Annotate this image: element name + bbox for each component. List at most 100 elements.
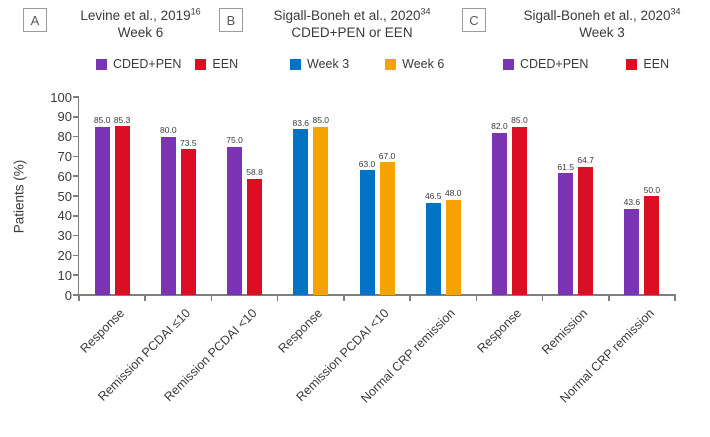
bar bbox=[94, 126, 110, 295]
y-tick bbox=[73, 116, 78, 118]
legend-label: EEN bbox=[643, 57, 670, 71]
x-tick bbox=[674, 295, 676, 301]
y-tick bbox=[73, 234, 78, 237]
x-tick bbox=[343, 295, 345, 301]
y-tick-label: 100 bbox=[50, 89, 72, 105]
bar bbox=[359, 170, 375, 295]
legend-label: Week 6 bbox=[402, 57, 445, 71]
bar-value-label: 43.6 bbox=[623, 197, 641, 208]
bar bbox=[160, 136, 176, 295]
y-tick-label: 50 bbox=[57, 188, 72, 204]
panel-subtitle: CDED+PEN or EEN bbox=[291, 25, 413, 40]
bar-value-label: 80.0 bbox=[160, 125, 177, 136]
y-axis bbox=[77, 96, 80, 296]
bar-value-label: 85.0 bbox=[511, 115, 528, 126]
legend-label: Week 3 bbox=[307, 57, 350, 71]
y-tick bbox=[73, 254, 78, 257]
bar bbox=[313, 126, 329, 295]
panel-title: Sigall-Boneh et al., 202034 CDED+PEN or E… bbox=[247, 7, 457, 41]
panel-title-line1: Sigall-Boneh et al., 202034 bbox=[523, 6, 681, 23]
panel-legend: Week 3 Week 6 bbox=[290, 57, 444, 71]
panel-title: Sigall-Boneh et al., 202034 Week 3 bbox=[502, 7, 702, 41]
bar-value-label: 63.0 bbox=[358, 158, 376, 169]
legend-item: EEN bbox=[626, 57, 669, 71]
y-tick bbox=[73, 135, 78, 138]
citation-superscript: 34 bbox=[670, 6, 681, 17]
y-tick bbox=[73, 274, 78, 276]
y-tick bbox=[73, 155, 78, 158]
bar bbox=[425, 202, 441, 295]
panel-letter-box: B bbox=[219, 8, 243, 32]
x-tick bbox=[409, 295, 411, 301]
bar bbox=[379, 162, 395, 295]
legend-label: CDED+PEN bbox=[520, 57, 589, 71]
legend-item: CDED+PEN bbox=[96, 57, 181, 71]
legend-swatch bbox=[96, 58, 107, 70]
y-tick-label: 30 bbox=[57, 228, 72, 244]
bar-value-label: 85.0 bbox=[93, 115, 111, 126]
legend-label: CDED+PEN bbox=[113, 57, 182, 71]
legend-item: CDED+PEN bbox=[503, 57, 588, 71]
x-tick bbox=[475, 295, 478, 301]
legend-item: EEN bbox=[195, 57, 238, 71]
legend-swatch bbox=[626, 58, 638, 70]
bar bbox=[491, 132, 507, 295]
y-tick-label: 90 bbox=[57, 109, 72, 125]
x-axis bbox=[77, 294, 676, 296]
bar bbox=[624, 208, 640, 295]
y-tick-label: 10 bbox=[57, 267, 72, 283]
panel-subtitle: Week 6 bbox=[117, 25, 164, 40]
bar bbox=[227, 146, 243, 295]
panel-letter-box: A bbox=[23, 8, 47, 32]
panel-letter-box: C bbox=[462, 8, 486, 32]
y-tick-label: 20 bbox=[57, 247, 72, 263]
y-tick bbox=[73, 294, 78, 296]
bar bbox=[247, 178, 263, 295]
panel-title: Levine et al., 201916 Week 6 bbox=[48, 7, 233, 41]
x-tick bbox=[144, 295, 147, 301]
bar-value-label: 83.6 bbox=[292, 117, 310, 128]
legend-item: Week 6 bbox=[385, 57, 444, 71]
x-category-label: Response bbox=[474, 306, 525, 356]
x-category-label: Remission bbox=[539, 306, 591, 358]
bar-value-label: 82.0 bbox=[491, 121, 508, 132]
bar bbox=[644, 196, 660, 295]
legend-item: Week 3 bbox=[290, 57, 349, 71]
y-axis-title: Patients (%) bbox=[11, 159, 27, 234]
bar-value-label: 85.3 bbox=[113, 114, 131, 125]
y-tick-label: 60 bbox=[57, 168, 72, 184]
bar-value-label: 64.7 bbox=[577, 155, 594, 166]
y-tick bbox=[73, 195, 78, 197]
y-tick-label: 40 bbox=[57, 208, 72, 224]
bar-value-label: 61.5 bbox=[557, 161, 574, 172]
legend-swatch bbox=[385, 58, 397, 70]
y-tick-label: 70 bbox=[57, 148, 72, 164]
bar bbox=[558, 173, 574, 295]
y-tick bbox=[73, 175, 78, 177]
x-category-label: Response bbox=[77, 306, 128, 356]
panel-legend: CDED+PEN EEN bbox=[503, 57, 669, 71]
bar-value-label: 58.8 bbox=[246, 167, 263, 178]
x-tick bbox=[607, 295, 610, 301]
bar-value-label: 50.0 bbox=[643, 184, 661, 195]
citation-superscript: 34 bbox=[420, 6, 431, 17]
bar bbox=[445, 199, 461, 295]
legend-swatch bbox=[195, 58, 207, 70]
x-tick bbox=[210, 295, 213, 301]
y-tick bbox=[73, 96, 78, 98]
bar-value-label: 73.5 bbox=[180, 137, 197, 148]
panel-subtitle: Week 3 bbox=[579, 25, 625, 40]
bar bbox=[578, 166, 594, 295]
bar bbox=[293, 129, 309, 295]
y-tick-label: 80 bbox=[57, 129, 72, 145]
bar-value-label: 67.0 bbox=[378, 150, 396, 161]
panel-title-line1: Sigall-Boneh et al., 202034 bbox=[273, 6, 431, 23]
y-tick bbox=[73, 215, 78, 217]
citation-superscript: 16 bbox=[190, 6, 201, 17]
y-tick-label: 0 bbox=[64, 287, 72, 303]
x-tick bbox=[78, 295, 80, 301]
x-tick bbox=[276, 295, 279, 301]
x-tick bbox=[541, 295, 544, 301]
bar-value-label: 85.0 bbox=[312, 115, 330, 126]
